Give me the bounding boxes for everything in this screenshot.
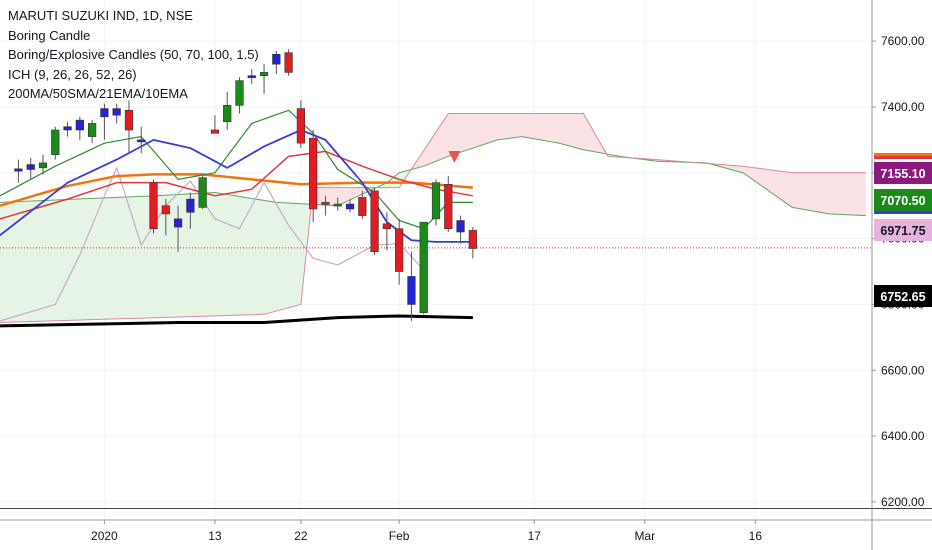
- candle: [112, 108, 121, 116]
- legend-line-moving-averages: 200MA/50SMA/21EMA/10EMA: [8, 86, 188, 102]
- y-tick-label: 6400.00: [881, 429, 925, 443]
- y-tick-label: 6600.00: [881, 363, 925, 377]
- legend-line-boring-explosive: Boring/Explosive Candles (50, 70, 100, 1…: [8, 47, 259, 63]
- candle: [88, 123, 97, 137]
- candles: [14, 49, 477, 321]
- x-tick-label: Mar: [634, 529, 655, 543]
- candle: [186, 198, 195, 213]
- x-tick-label: 17: [528, 529, 542, 543]
- legend-line-ichimoku: ICH (9, 26, 26, 52, 26): [8, 66, 137, 82]
- candle: [358, 197, 367, 216]
- cloud-bullish: [0, 187, 314, 323]
- candle: [149, 182, 158, 230]
- y-tick-label: 6200.00: [881, 495, 925, 509]
- ichimoku-cloud: [0, 113, 866, 323]
- price-tag-label: 6752.65: [880, 290, 925, 304]
- candle: [321, 202, 330, 205]
- candle: [198, 177, 207, 208]
- cloud-span-a-line: [0, 136, 866, 217]
- candle: [137, 139, 146, 143]
- price-tag: [874, 285, 932, 307]
- price-tags: 7155.10 7070.50 6971.75 6752.65: [874, 153, 932, 307]
- candle: [407, 276, 416, 305]
- candle: [395, 228, 404, 272]
- tenkan-line: [0, 109, 473, 230]
- x-tick-label: 2020: [91, 529, 118, 543]
- candle: [468, 230, 477, 249]
- candle: [333, 203, 342, 207]
- cloud-bearish: [709, 163, 866, 216]
- y-tick-label: 7400.00: [881, 100, 925, 114]
- signal-arrow: [448, 150, 461, 163]
- price-tag: [874, 219, 932, 241]
- candle: [173, 218, 183, 228]
- ema21-line: [0, 150, 473, 220]
- tag-edge-ema10: [874, 210, 932, 214]
- price-tag: [874, 162, 932, 184]
- x-tick-label: 22: [294, 529, 308, 543]
- tag-edge-ema21: [874, 156, 932, 159]
- candle: [296, 108, 306, 144]
- sma50-line: [0, 173, 473, 207]
- candle: [75, 119, 84, 131]
- candle: [247, 75, 256, 78]
- x-tick-label: 16: [749, 529, 763, 543]
- candle: [161, 205, 170, 215]
- tag-edge-sma50: [874, 153, 932, 156]
- candle: [38, 162, 48, 169]
- candle: [26, 164, 35, 170]
- legend-title: MARUTI SUZUKI IND, 1D, NSE: [8, 8, 193, 23]
- price-tag-label: 6971.75: [880, 224, 925, 238]
- candle: [370, 190, 379, 253]
- x-tick-label: 13: [208, 529, 222, 543]
- cloud-span-b-line: [0, 113, 866, 324]
- candle: [223, 105, 232, 123]
- candle: [284, 52, 293, 73]
- candle: [431, 182, 441, 220]
- y-tick-label: 7600.00: [881, 34, 925, 48]
- grid: [0, 0, 872, 520]
- candle: [14, 168, 23, 172]
- candle: [100, 108, 109, 118]
- candle: [309, 137, 318, 210]
- candle: [259, 72, 269, 76]
- candle: [456, 220, 465, 233]
- cloud-bearish: [313, 186, 378, 206]
- candle: [63, 126, 72, 131]
- candle: [382, 223, 391, 230]
- candle: [210, 129, 220, 134]
- candle: [272, 54, 281, 65]
- ma200-line: [0, 314, 473, 328]
- lagging-span-line: [0, 167, 425, 322]
- candle: [51, 129, 60, 155]
- legend-line-boring-candle: Boring Candle: [8, 27, 91, 43]
- price-tag-label: 7155.10: [880, 167, 925, 181]
- candle: [345, 203, 355, 210]
- price-tag: [874, 189, 932, 211]
- candle: [235, 80, 244, 106]
- candle: [444, 184, 453, 230]
- cloud-bearish: [411, 113, 608, 170]
- ema10-line: [0, 129, 473, 243]
- legend: MARUTI SUZUKI IND, 1D, NSE Boring Candle…: [8, 6, 259, 104]
- candle: [124, 109, 134, 131]
- price-tag-label: 7070.50: [880, 194, 925, 208]
- x-tick-label: Feb: [389, 529, 410, 543]
- candle: [419, 221, 428, 313]
